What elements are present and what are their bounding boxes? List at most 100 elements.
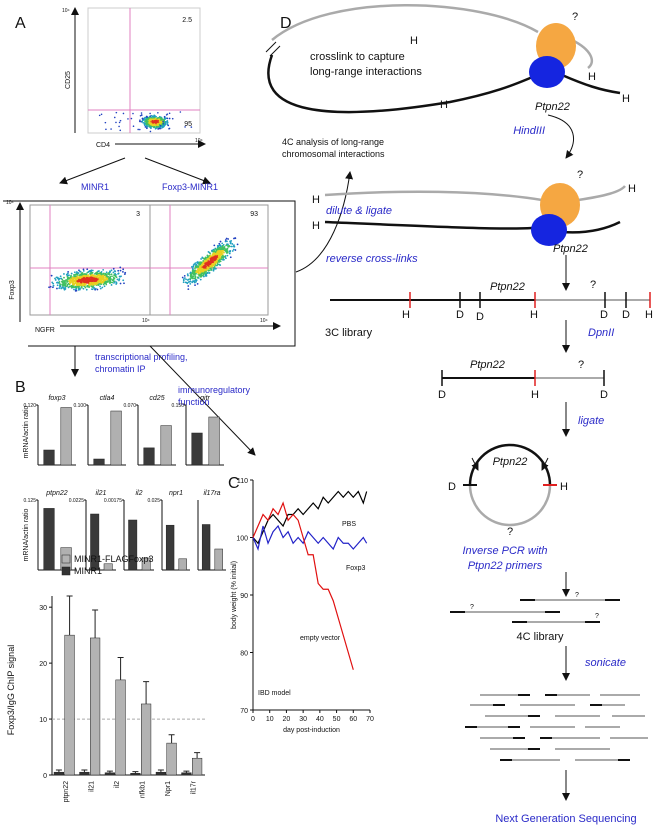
cell-dot bbox=[213, 263, 215, 266]
x-tick-label: 20 bbox=[283, 716, 291, 723]
cell-dot bbox=[149, 112, 151, 115]
cell-dot bbox=[205, 273, 207, 276]
site-label: H bbox=[531, 389, 539, 401]
x-tick-label: ptpn22 bbox=[63, 781, 70, 803]
cell-dot bbox=[215, 261, 218, 264]
library-label: 4C library bbox=[516, 631, 564, 643]
cell-dot bbox=[155, 119, 158, 122]
cell-dot bbox=[211, 256, 214, 259]
cell-dot bbox=[224, 249, 227, 252]
site-label: D bbox=[600, 389, 608, 401]
cell-dot bbox=[184, 126, 186, 128]
cell-dot bbox=[227, 238, 230, 240]
cell-dot bbox=[89, 276, 92, 279]
cell-dot bbox=[194, 275, 197, 277]
cell-dot bbox=[190, 274, 193, 277]
cell-dot bbox=[204, 257, 207, 260]
site-label: H bbox=[530, 309, 538, 321]
cell-dot bbox=[101, 281, 104, 284]
cell-dot bbox=[68, 280, 71, 283]
cell-dot bbox=[88, 275, 90, 278]
unknown-mark: ? bbox=[572, 11, 578, 23]
cell-dot bbox=[93, 286, 95, 289]
unknown-mark: ? bbox=[578, 359, 584, 371]
cell-dot bbox=[99, 277, 102, 279]
site-label: H bbox=[312, 220, 320, 232]
cell-dot bbox=[56, 276, 59, 279]
cell-dot bbox=[195, 270, 198, 272]
cell-dot bbox=[109, 275, 112, 278]
cell-dot bbox=[113, 116, 116, 119]
cell-dot bbox=[105, 280, 108, 283]
cell-dot bbox=[84, 283, 87, 286]
cell-dot bbox=[90, 270, 92, 273]
step-label: reverse cross-links bbox=[326, 253, 418, 265]
bar bbox=[79, 771, 90, 776]
cell-dot bbox=[143, 124, 146, 127]
cell-dot bbox=[110, 269, 113, 272]
cell-dot bbox=[233, 245, 236, 248]
cell-dot bbox=[153, 123, 156, 126]
cell-dot bbox=[186, 273, 189, 276]
cell-dot bbox=[200, 261, 203, 264]
break-mark bbox=[265, 41, 277, 53]
y-tick-label: 30 bbox=[39, 605, 47, 612]
cell-dot bbox=[94, 282, 96, 285]
chromatin-gray bbox=[271, 4, 539, 41]
cell-dot bbox=[52, 284, 55, 287]
cell-dot bbox=[192, 277, 194, 280]
quadrant-value: 93 bbox=[250, 211, 258, 218]
series-label: PBS bbox=[342, 521, 356, 528]
cell-dot bbox=[207, 258, 210, 261]
axis-label: NGFR bbox=[35, 327, 55, 334]
step-note: long-range interactions bbox=[310, 66, 422, 78]
cell-dot bbox=[114, 270, 117, 273]
cell-dot bbox=[75, 287, 78, 290]
site-label: H bbox=[628, 183, 636, 195]
axis-label: CD4 bbox=[96, 142, 110, 149]
cell-dot bbox=[91, 269, 94, 272]
bar bbox=[128, 519, 138, 571]
cell-dot bbox=[110, 273, 113, 276]
cell-dot bbox=[71, 282, 74, 284]
cell-dot bbox=[219, 240, 222, 243]
cell-dot bbox=[158, 127, 161, 130]
cell-dot bbox=[216, 244, 219, 247]
line-series bbox=[252, 524, 368, 551]
cell-dot bbox=[194, 262, 197, 265]
axis-label: Foxp3 bbox=[9, 280, 16, 300]
cell-dot bbox=[198, 261, 201, 264]
cell-dot bbox=[90, 272, 93, 275]
cell-dot bbox=[158, 115, 161, 118]
cell-dot bbox=[165, 114, 168, 116]
cell-dot bbox=[211, 262, 214, 265]
cell-dot bbox=[211, 249, 213, 252]
unknown-mark: ? bbox=[470, 604, 474, 611]
cell-dot bbox=[72, 283, 75, 286]
cell-dot bbox=[220, 250, 223, 252]
cell-dot bbox=[187, 281, 190, 284]
cell-dot bbox=[210, 268, 213, 271]
cell-dot bbox=[189, 282, 192, 285]
cell-dot bbox=[211, 253, 214, 256]
x-tick-label: il2 bbox=[114, 781, 121, 788]
cell-dot bbox=[57, 278, 60, 281]
chromatin-gray bbox=[324, 190, 543, 202]
cell-dot bbox=[110, 128, 112, 130]
bar bbox=[201, 524, 211, 571]
cell-dot bbox=[118, 279, 120, 282]
cell-dot bbox=[56, 284, 59, 287]
cell-dot bbox=[187, 278, 190, 281]
cell-dot bbox=[215, 253, 218, 256]
cell-dot bbox=[81, 284, 83, 287]
cell-dot bbox=[229, 240, 231, 243]
cell-dot bbox=[74, 286, 76, 288]
cell-dot bbox=[96, 272, 99, 275]
cell-dot bbox=[209, 267, 212, 270]
cell-dot bbox=[214, 253, 216, 256]
site-label: H bbox=[410, 35, 418, 47]
bar bbox=[130, 773, 141, 776]
cell-dot bbox=[132, 125, 135, 128]
cell-dot bbox=[66, 280, 69, 283]
cell-dot bbox=[79, 273, 82, 276]
